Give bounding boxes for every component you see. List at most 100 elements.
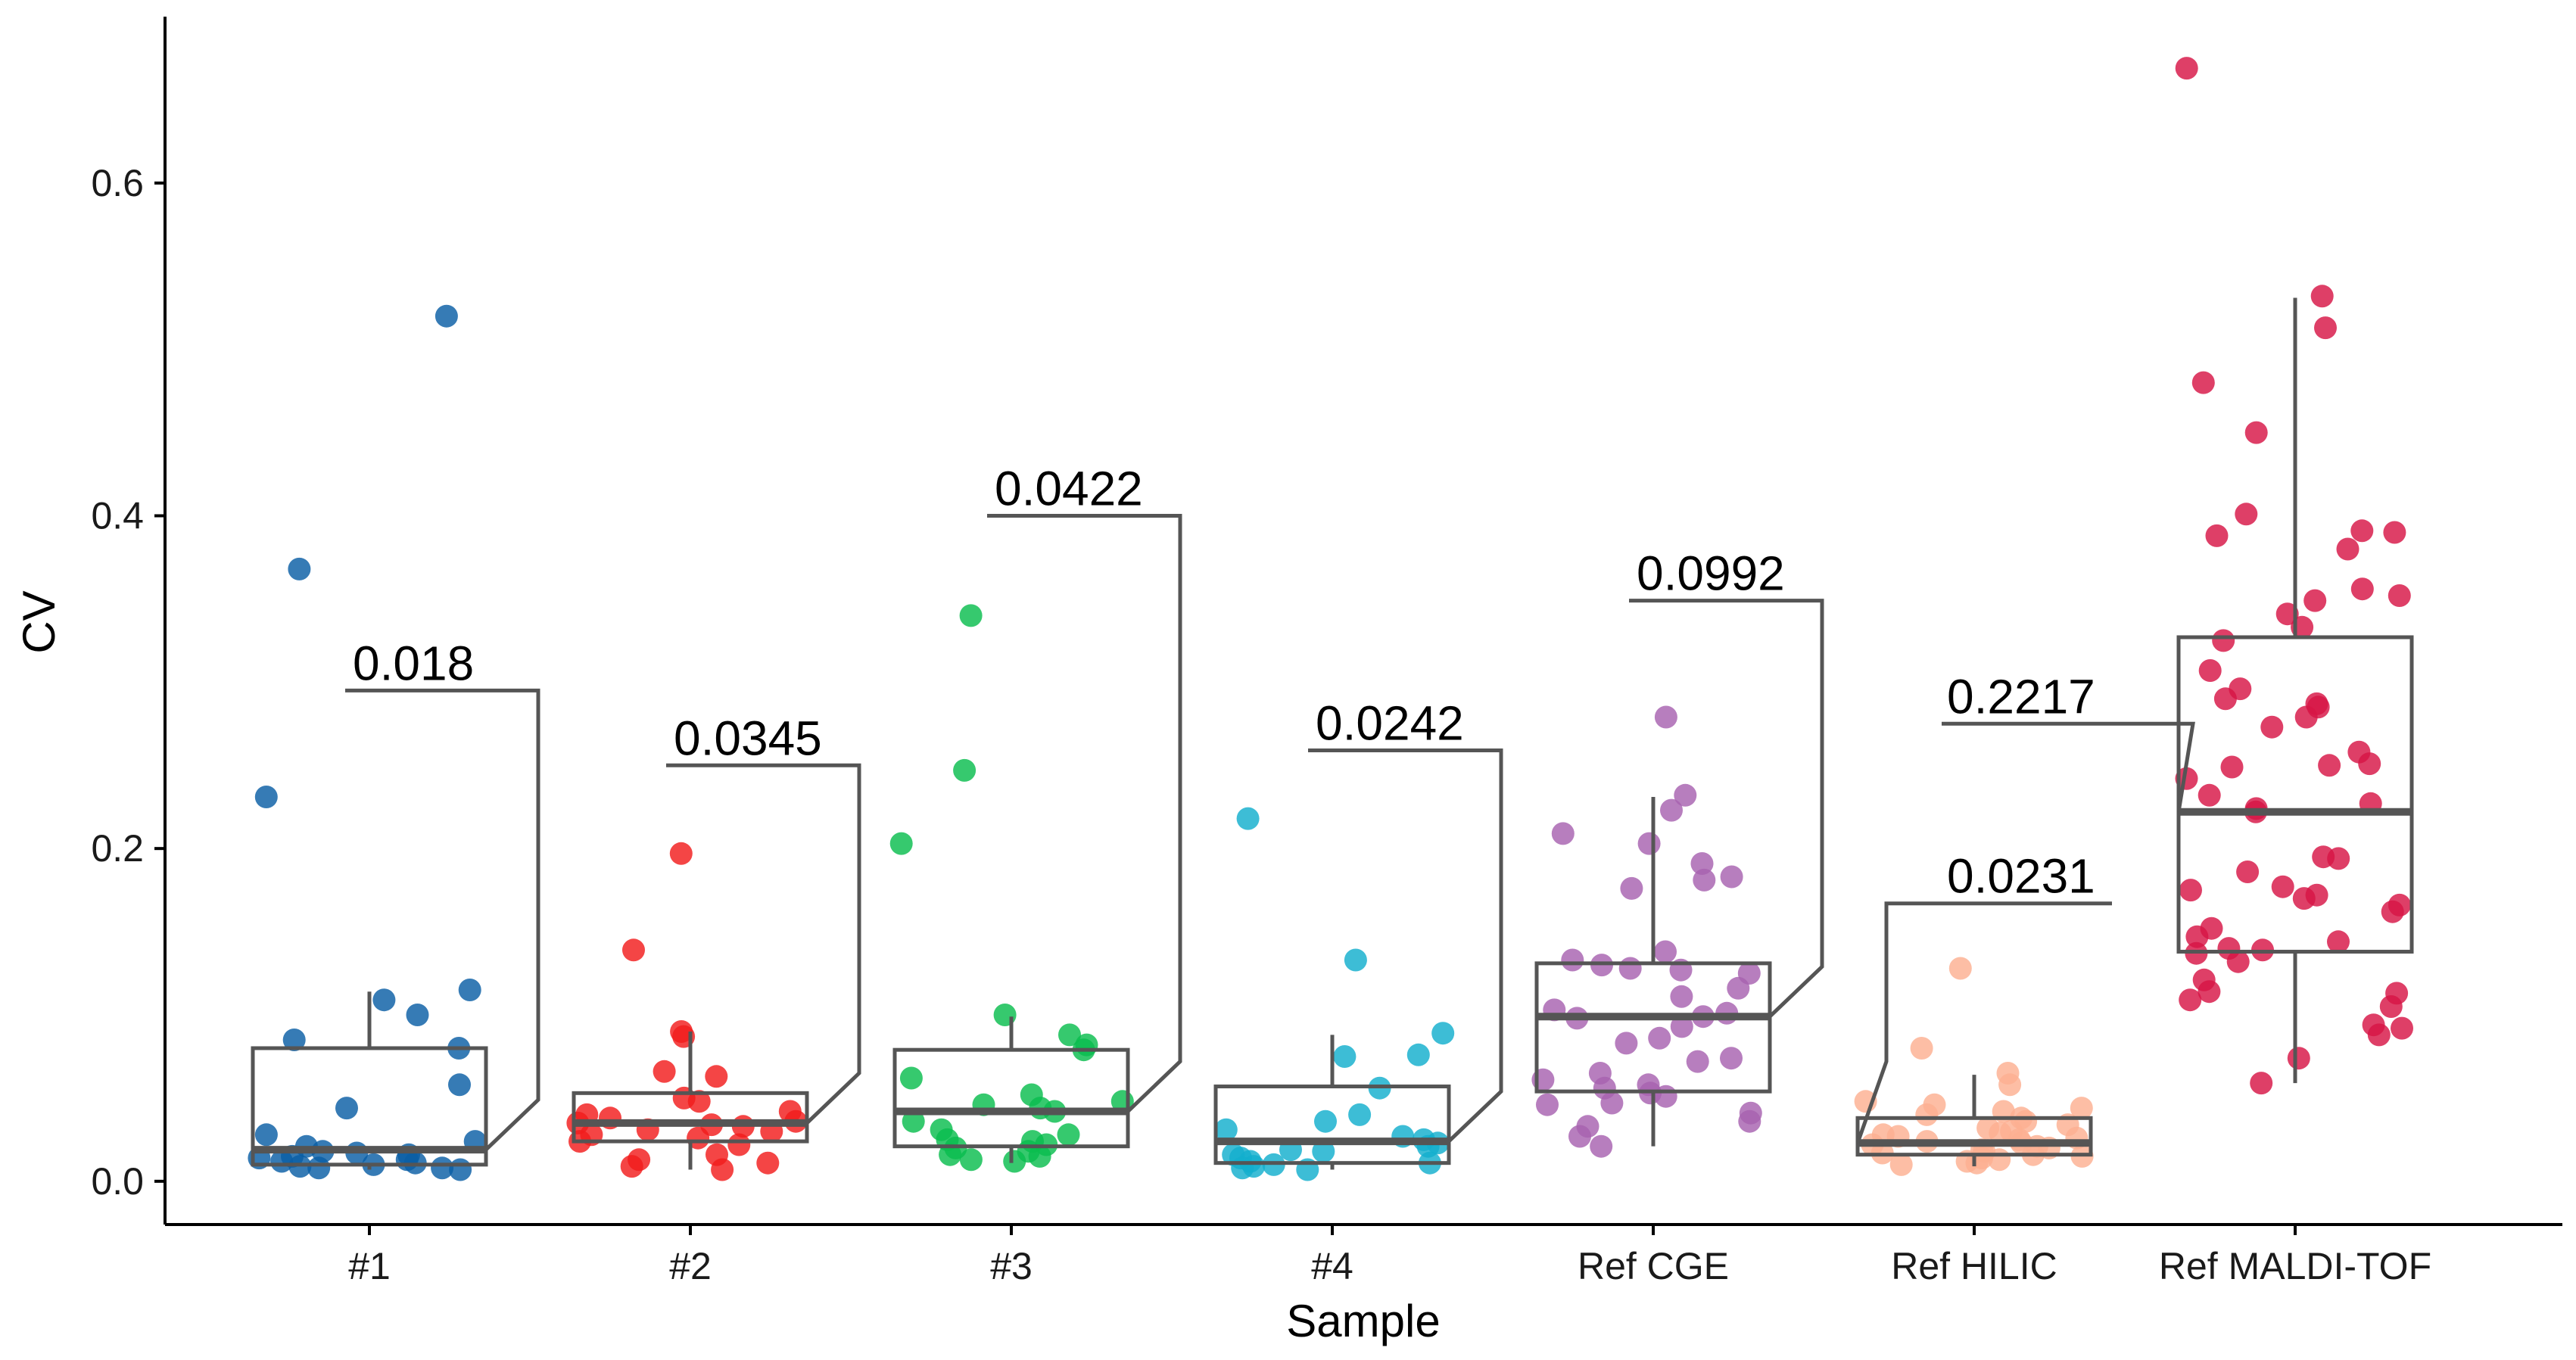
data-point <box>1231 1156 1254 1180</box>
data-point <box>1670 1015 1693 1038</box>
data-point <box>1568 1125 1591 1148</box>
x-tick-label: #2 <box>669 1245 712 1287</box>
median-labels-layer: 0.018 0.0345 0.0422 0.0242 0.0992 0.0231 0.221… <box>345 462 2195 1151</box>
data-point <box>448 1073 471 1097</box>
data-point <box>959 604 983 627</box>
data-point <box>959 1148 983 1172</box>
data-point <box>2318 754 2341 777</box>
data-point <box>2236 861 2260 883</box>
data-point <box>1637 832 1661 855</box>
data-point <box>2327 847 2350 870</box>
data-point <box>1910 1037 1933 1060</box>
data-point <box>1693 868 1716 892</box>
median-label-leader <box>1629 599 1824 1019</box>
data-point <box>1058 1023 1081 1047</box>
data-point <box>435 304 458 328</box>
data-point <box>711 1158 734 1181</box>
data-point <box>2314 316 2337 340</box>
box-iqr <box>892 1047 1130 1149</box>
data-point <box>2391 1016 2413 1040</box>
median-label-leader <box>1855 901 2112 1144</box>
x-axis-title: Sample <box>1286 1296 1440 1346</box>
median-label: 0.2217 <box>1947 669 2095 724</box>
median-label: 0.018 <box>353 636 474 690</box>
data-point <box>1236 807 1260 830</box>
boxes-layer <box>251 297 2414 1170</box>
data-point <box>2250 1072 2273 1095</box>
data-point <box>1738 1109 1761 1133</box>
x-tick-label: #3 <box>990 1245 1033 1287</box>
data-point <box>1727 976 1750 1000</box>
data-point <box>2379 995 2403 1018</box>
box-iqr <box>1855 1116 2093 1157</box>
median-label: 0.0422 <box>995 462 1143 516</box>
data-point <box>2198 659 2222 682</box>
data-point <box>1536 1093 1559 1116</box>
data-point <box>953 758 977 782</box>
data-point <box>1214 1118 1238 1141</box>
data-point <box>270 1150 294 1173</box>
data-point <box>2235 503 2258 526</box>
data-point <box>2388 584 2411 607</box>
data-point <box>622 938 645 962</box>
data-point <box>2244 421 2268 444</box>
data-point <box>1989 1122 2012 1145</box>
data-point <box>2275 602 2299 626</box>
data-point <box>2179 988 2202 1012</box>
data-point <box>458 979 481 1001</box>
data-point <box>288 557 311 580</box>
data-point <box>2205 524 2229 547</box>
median-label-leader <box>1942 721 2195 813</box>
data-point <box>1312 1140 1335 1163</box>
data-point <box>1314 1109 1337 1133</box>
data-point <box>2226 950 2250 973</box>
data-point <box>1988 1148 2011 1172</box>
data-point <box>1561 948 1584 972</box>
data-point <box>2212 629 2235 652</box>
data-point <box>2213 687 2237 711</box>
box-iqr <box>1534 961 1772 1094</box>
data-point <box>1600 1091 1624 1115</box>
y-tick-label: 0.4 <box>91 495 144 537</box>
data-point <box>705 1065 728 1088</box>
median-label-leader <box>345 688 540 1151</box>
data-point <box>2175 767 2198 790</box>
x-tick-label: Ref HILIC <box>1891 1245 2057 1287</box>
data-point <box>1674 783 1697 807</box>
median-label: 0.0242 <box>1316 696 1464 750</box>
data-point <box>2358 752 2381 776</box>
data-point <box>939 1143 962 1166</box>
y-tick-label: 0.2 <box>91 827 144 870</box>
data-point <box>1028 1144 1051 1168</box>
data-point <box>282 1029 306 1051</box>
data-point <box>2198 783 2221 807</box>
box-iqr <box>572 1091 809 1144</box>
data-point <box>1948 957 1972 980</box>
median-label: 0.0992 <box>1637 546 1785 601</box>
data-point <box>1889 1153 1913 1176</box>
data-point <box>1431 1022 1455 1045</box>
box-iqr <box>1213 1085 1451 1165</box>
y-tick-label: 0.0 <box>91 1160 144 1203</box>
data-point <box>2350 577 2374 601</box>
data-point <box>1406 1043 1430 1066</box>
data-point <box>2271 875 2294 898</box>
x-tick-label: Ref MALDI-TOF <box>2159 1245 2431 1287</box>
data-point <box>254 1123 278 1147</box>
data-point <box>1333 1045 1357 1068</box>
data-point <box>1720 1047 1743 1070</box>
data-point <box>1551 822 1575 845</box>
data-point <box>2336 537 2360 561</box>
data-point <box>687 1126 710 1150</box>
median-label: 0.0345 <box>674 711 822 765</box>
median-label-leader <box>987 514 1182 1113</box>
data-point <box>2383 521 2406 544</box>
data-point <box>2327 930 2350 954</box>
data-point <box>449 1158 472 1181</box>
x-tick-label: #4 <box>1311 1245 1353 1287</box>
data-point <box>2179 879 2202 902</box>
data-point <box>1654 1085 1677 1108</box>
data-point <box>669 842 693 865</box>
